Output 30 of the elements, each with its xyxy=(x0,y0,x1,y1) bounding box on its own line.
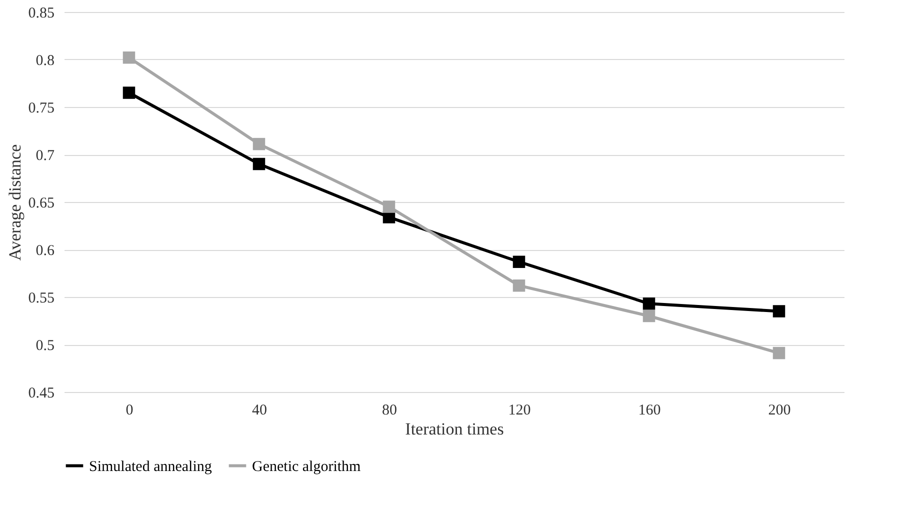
point xyxy=(642,298,656,310)
x-tick-label: 80 xyxy=(382,402,397,418)
x-tick-label: 0 xyxy=(126,402,134,418)
x-tick-label: 120 xyxy=(508,402,531,418)
y-tick-label: 0.65 xyxy=(28,196,54,212)
point xyxy=(122,86,136,99)
y-axis-title: Average distance xyxy=(5,144,24,261)
x-tick-label: 200 xyxy=(768,402,791,418)
point xyxy=(512,256,526,268)
x-tick-label: 160 xyxy=(638,402,661,418)
y-tick-label: 0.7 xyxy=(36,148,55,164)
y-tick-label: 0.6 xyxy=(36,243,55,259)
y-tick-label: 0.8 xyxy=(36,53,54,69)
y-tick-label: 0.5 xyxy=(36,338,54,354)
point xyxy=(382,200,396,213)
y-tick-label: 0.85 xyxy=(28,6,54,22)
point xyxy=(252,138,266,150)
x-tick-label: 40 xyxy=(252,402,267,418)
point xyxy=(252,158,266,170)
y-tick-label: 0.75 xyxy=(28,100,54,116)
point xyxy=(772,305,786,318)
y-tick-label: 0.45 xyxy=(28,386,54,402)
legend-label: Simulated annealing xyxy=(89,458,212,475)
point xyxy=(512,279,526,292)
point xyxy=(772,346,786,360)
x-axis-title: Iteration times xyxy=(405,420,504,438)
point xyxy=(642,310,656,322)
point xyxy=(122,51,136,64)
y-tick-label: 0.55 xyxy=(28,290,54,306)
legend-label: Genetic algorithm xyxy=(252,458,362,475)
